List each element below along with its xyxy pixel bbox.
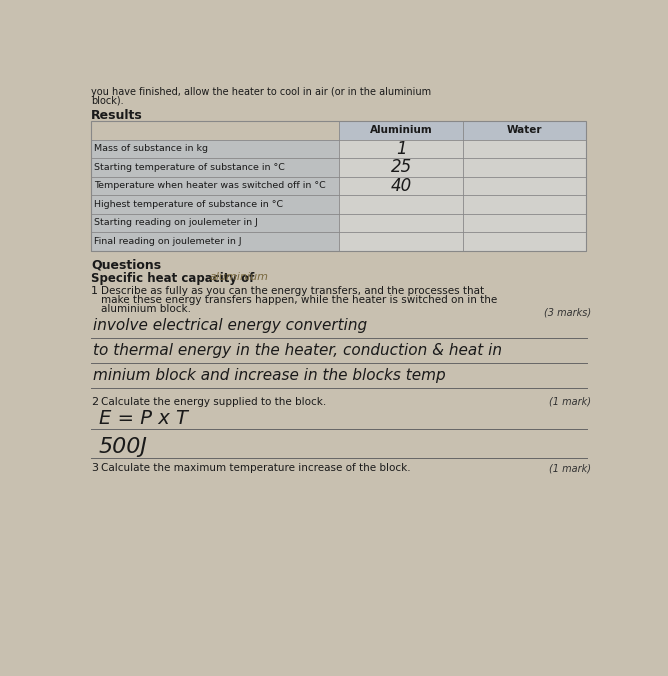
Text: 40: 40 (391, 177, 412, 195)
Text: involve electrical energy converting: involve electrical energy converting (93, 318, 367, 333)
Text: 2: 2 (92, 397, 98, 407)
Text: aluminium: aluminium (209, 272, 268, 282)
Text: Highest temperature of substance in °C: Highest temperature of substance in °C (94, 200, 283, 209)
Text: (1 mark): (1 mark) (549, 397, 591, 407)
Text: Temperature when heater was switched off in °C: Temperature when heater was switched off… (94, 181, 326, 191)
Text: minium block and increase in the blocks temp: minium block and increase in the blocks … (93, 368, 446, 383)
Text: 25: 25 (391, 158, 412, 176)
Bar (339, 121, 463, 140)
Text: Calculate the maximum temperature increase of the block.: Calculate the maximum temperature increa… (101, 463, 410, 473)
Text: E = P x T: E = P x T (99, 409, 188, 428)
Text: to thermal energy in the heater, conduction & heat in: to thermal energy in the heater, conduct… (93, 343, 502, 358)
Text: Results: Results (92, 109, 143, 122)
Text: Describe as fully as you can the energy transfers, and the processes that: Describe as fully as you can the energy … (101, 286, 484, 296)
Bar (339, 140, 586, 158)
Text: 3: 3 (92, 463, 98, 473)
Text: block).: block). (92, 96, 124, 105)
Text: Water: Water (507, 126, 542, 135)
Bar (92, 176, 339, 195)
Text: aluminium block.: aluminium block. (101, 304, 190, 314)
Bar (339, 158, 586, 176)
Bar (92, 140, 339, 158)
Bar (92, 121, 586, 251)
Text: 1: 1 (396, 140, 407, 158)
Text: Mass of substance in kg: Mass of substance in kg (94, 145, 208, 153)
Bar (92, 195, 339, 214)
Text: make these energy transfers happen, while the heater is switched on in the: make these energy transfers happen, whil… (101, 295, 497, 305)
Text: Calculate the energy supplied to the block.: Calculate the energy supplied to the blo… (101, 397, 326, 407)
Bar (339, 232, 586, 251)
Text: Aluminium: Aluminium (370, 126, 433, 135)
Bar (339, 176, 586, 195)
Bar (92, 158, 339, 176)
Bar (339, 195, 586, 214)
Text: Specific heat capacity of: Specific heat capacity of (92, 272, 259, 285)
Bar (463, 121, 586, 140)
Text: Final reading on joulemeter in J: Final reading on joulemeter in J (94, 237, 242, 246)
Text: you have finished, allow the heater to cool in air (or in the aluminium: you have finished, allow the heater to c… (92, 87, 432, 97)
Text: (3 marks): (3 marks) (544, 308, 591, 318)
Bar (92, 232, 339, 251)
Text: (1 mark): (1 mark) (549, 463, 591, 473)
Text: Starting temperature of substance in °C: Starting temperature of substance in °C (94, 163, 285, 172)
Text: 1: 1 (92, 286, 98, 296)
Bar (92, 214, 339, 232)
Text: Questions: Questions (92, 258, 162, 271)
Bar (339, 214, 586, 232)
Text: 500J: 500J (99, 437, 148, 457)
Text: Starting reading on joulemeter in J: Starting reading on joulemeter in J (94, 218, 259, 227)
